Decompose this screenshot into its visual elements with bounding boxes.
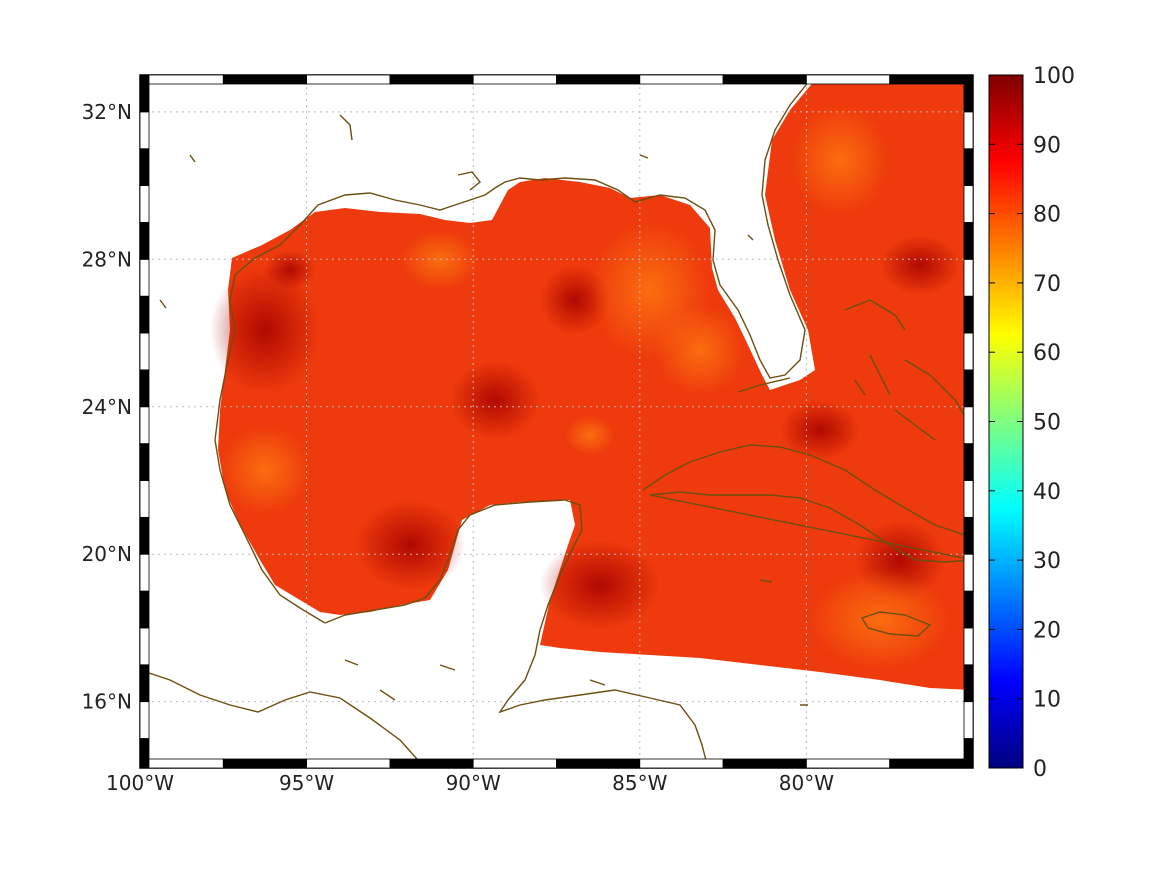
colorbar-tick-label: 80 <box>1033 203 1061 228</box>
data-field <box>210 80 973 690</box>
border-segment-right-15 <box>963 185 974 223</box>
border-segment-left-7 <box>139 480 150 518</box>
colorbar-tick-label: 40 <box>1033 480 1061 505</box>
border-segment-left-3 <box>139 627 150 666</box>
border-segment-right-4 <box>963 590 974 629</box>
coastline-florida-keys <box>737 377 791 393</box>
coastline-central-america <box>140 669 426 768</box>
map-border <box>139 74 974 769</box>
border-segment-left-10 <box>139 369 150 408</box>
border-segment-right-2 <box>963 664 974 703</box>
lat-tick-label: 20°N <box>82 542 132 566</box>
border-segment-right-7 <box>963 480 974 518</box>
border-segment-top-3 <box>389 74 474 85</box>
border-segment-left-13 <box>139 258 150 297</box>
lat-tick-label: 24°N <box>82 395 132 419</box>
border-segment-bottom-1 <box>222 758 308 769</box>
border-segment-bottom-3 <box>389 758 474 769</box>
border-segment-right-3 <box>963 627 974 666</box>
border-segment-top-7 <box>722 74 807 85</box>
coastline-islands <box>159 114 808 706</box>
border-segment-left-11 <box>139 332 150 371</box>
border-segment-right-13 <box>963 258 974 297</box>
colorbar-tick-label: 50 <box>1033 411 1061 436</box>
border-segment-bottom-9 <box>889 758 974 769</box>
border-segment-right-1 <box>963 701 974 739</box>
lat-tick-label: 32°N <box>82 100 132 124</box>
lon-tick-label: 90°W <box>446 771 501 795</box>
coastlines <box>140 75 973 768</box>
border-segment-top-2 <box>306 74 391 85</box>
border-segment-bottom-0 <box>139 758 224 769</box>
colorbar-tick-label: 60 <box>1033 341 1061 366</box>
border-segment-top-9 <box>889 74 974 85</box>
border-segment-bottom-2 <box>306 758 391 769</box>
border-segment-right-8 <box>963 443 974 481</box>
coastline-bahamas <box>844 299 971 441</box>
colorbar-tick-label: 90 <box>1033 133 1061 158</box>
border-segment-right-12 <box>963 295 974 334</box>
colorbar-tick-label: 70 <box>1033 272 1061 297</box>
border-segment-left-15 <box>139 185 150 223</box>
border-segment-right-5 <box>963 553 974 592</box>
border-segment-left-0 <box>139 738 150 769</box>
border-segment-right-14 <box>963 222 974 260</box>
border-segment-bottom-6 <box>639 758 724 769</box>
border-segment-right-0 <box>963 738 974 769</box>
border-segment-left-4 <box>139 590 150 629</box>
colorbar-tick-label: 30 <box>1033 549 1061 574</box>
border-segment-left-1 <box>139 701 150 739</box>
border-segment-right-17 <box>963 111 974 150</box>
lat-tick-label: 16°N <box>82 690 132 714</box>
border-segment-top-0 <box>139 74 224 85</box>
border-segment-left-9 <box>139 406 150 445</box>
border-segment-left-5 <box>139 553 150 592</box>
border-segment-left-6 <box>139 516 150 555</box>
border-segment-right-11 <box>963 332 974 371</box>
coastline-gulf <box>214 75 819 624</box>
border-segment-right-9 <box>963 406 974 445</box>
border-segment-left-8 <box>139 443 150 481</box>
border-segment-right-18 <box>963 74 974 113</box>
border-segment-right-16 <box>963 148 974 186</box>
lon-tick-label: 80°W <box>779 771 834 795</box>
border-segment-left-16 <box>139 148 150 186</box>
coastline-jamaica <box>860 611 932 637</box>
border-segment-top-8 <box>806 74 891 85</box>
lon-tick-label: 85°W <box>612 771 667 795</box>
colorbar-tick-label: 100 <box>1033 64 1075 89</box>
lon-tick-label: 100°W <box>106 771 174 795</box>
coastline-cuba <box>642 444 973 563</box>
border-segment-right-10 <box>963 369 974 408</box>
gridlines <box>140 75 973 768</box>
border-segment-top-6 <box>639 74 724 85</box>
border-segment-bottom-5 <box>556 758 641 769</box>
colorbar-tick-label: 10 <box>1033 688 1061 713</box>
colorbar-tick-label: 20 <box>1033 618 1061 643</box>
latitude-tick-labels: 32°N 28°N 24°N 20°N 16°N <box>82 100 132 714</box>
border-segment-left-12 <box>139 295 150 334</box>
border-segment-top-1 <box>222 74 308 85</box>
border-segment-left-18 <box>139 74 150 113</box>
border-segment-left-14 <box>139 222 150 260</box>
border-segment-top-4 <box>472 74 557 85</box>
border-segment-bottom-7 <box>722 758 807 769</box>
border-segment-right-6 <box>963 516 974 555</box>
border-segment-left-17 <box>139 111 150 150</box>
border-segment-left-2 <box>139 664 150 703</box>
lon-tick-label: 95°W <box>279 771 334 795</box>
border-segment-bottom-8 <box>806 758 891 769</box>
coastline-yucatan <box>324 499 709 768</box>
lat-tick-label: 28°N <box>82 247 132 271</box>
colorbar-tick-label: 0 <box>1033 757 1047 782</box>
border-segment-bottom-4 <box>472 758 557 769</box>
longitude-tick-labels: 100°W 95°W 90°W 85°W 80°W <box>106 771 834 795</box>
border-segment-top-5 <box>556 74 641 85</box>
